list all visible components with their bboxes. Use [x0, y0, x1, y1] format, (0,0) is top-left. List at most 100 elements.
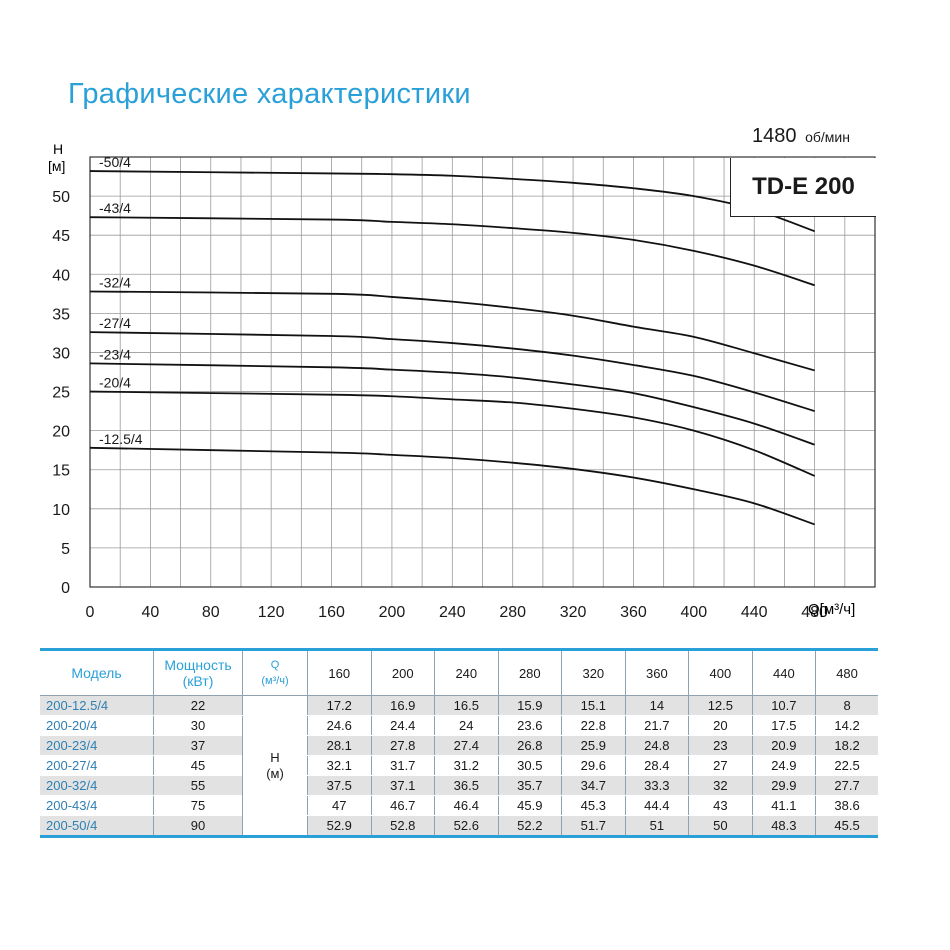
head-cell: 14	[624, 695, 689, 716]
head-cell: 52.2	[497, 815, 562, 837]
head-cell: 24.6	[307, 715, 372, 736]
curve-27-4	[89, 331, 815, 412]
head-cell: 51	[624, 815, 689, 837]
head-cell: 33.3	[624, 775, 689, 796]
head-cell: 17.5	[751, 715, 816, 736]
curve-20-4	[89, 390, 815, 477]
head-cell: 14.2	[815, 715, 878, 736]
x-tick-label: 440	[741, 604, 768, 621]
header-q: Q (м³/ч)	[242, 649, 308, 696]
curve-label: -12.5/4	[99, 431, 143, 447]
head-cell: 27.7	[815, 775, 878, 796]
head-cell: 24.4	[370, 715, 435, 736]
chart-labels: 0 5 10 15 20 25 30 35 40 45 50 0 40 80 120 160 200 240 280…	[52, 154, 828, 621]
y-tick-label: 5	[61, 541, 70, 558]
model-cell: 200-32/4	[40, 775, 154, 796]
curve-label: -50/4	[99, 154, 131, 170]
x-tick-label: 0	[86, 604, 95, 621]
head-cell: 32.1	[307, 755, 372, 776]
head-cell: 12.5	[688, 695, 753, 716]
power-cell: 30	[153, 715, 243, 736]
head-cell: 29.6	[561, 755, 626, 776]
model-cell: 200-12.5/4	[40, 695, 154, 716]
power-cell: 75	[153, 795, 243, 816]
head-cell: 29.9	[751, 775, 816, 796]
model-name-box: TD-E 200	[730, 158, 876, 217]
y-axis-unit: [м]	[48, 158, 65, 174]
header-power-line2: (кВт)	[182, 673, 214, 689]
pump-performance-chart: 0 5 10 15 20 25 30 35 40 45 50 0 40 80 120 160 200 240 280…	[48, 141, 876, 621]
table-row: 200-43/4 75 47 46.7 46.4 45.9 45.3 44.4 43 41.1 38…	[40, 795, 878, 816]
head-cell: 52.8	[370, 815, 435, 837]
model-name: TD-E 200	[752, 173, 855, 200]
head-cell: 28.1	[307, 735, 372, 756]
x-tick-label: 320	[560, 604, 587, 621]
header-flow: 360	[624, 649, 689, 696]
header-flow: 160	[307, 649, 372, 696]
table-row: 200-32/4 55 37.5 37.1 36.5 35.7 34.7 33.3 32 29.9…	[40, 775, 878, 796]
head-cell: 27.8	[370, 735, 435, 756]
model-cell: 200-23/4	[40, 735, 154, 756]
x-tick-label: 480	[801, 604, 828, 621]
curve-32-4	[89, 290, 815, 372]
power-cell: 22	[153, 695, 243, 716]
head-cell: 15.9	[497, 695, 562, 716]
header-power: Мощность (кВт)	[153, 649, 243, 696]
rotation-speed-value: 1480	[752, 125, 797, 147]
x-axis-label: Q[м³/ч]	[808, 601, 855, 618]
y-axis-label: Н	[53, 141, 63, 157]
head-cell: 15.1	[561, 695, 626, 716]
header-flow: 480	[815, 649, 878, 696]
head-cell: 24.9	[751, 755, 816, 776]
head-cell: 34.7	[561, 775, 626, 796]
head-cell: 28.4	[624, 755, 689, 776]
head-cell: 52.6	[434, 815, 499, 837]
performance-table: Модель Мощность (кВт) Q (м³/ч) 160 200 240 28…	[40, 648, 878, 838]
head-cell: 22.5	[815, 755, 878, 776]
header-flow: 280	[497, 649, 562, 696]
curve-label: -32/4	[99, 274, 131, 290]
head-cell: 50	[688, 815, 753, 837]
curve-50-4	[89, 170, 815, 233]
rotation-speed: 1480 об/мин	[752, 125, 850, 148]
head-cell: 32	[688, 775, 753, 796]
h-label: H	[270, 749, 280, 765]
head-cell: 46.4	[434, 795, 499, 816]
y-tick-label: 25	[52, 385, 70, 402]
head-cell: 44.4	[624, 795, 689, 816]
x-tick-label: 80	[202, 604, 220, 621]
y-tick-label: 0	[61, 580, 70, 597]
chart-curves	[89, 170, 815, 526]
head-cell: 47	[307, 795, 372, 816]
head-cell: 46.7	[370, 795, 435, 816]
head-cell: 38.6	[815, 795, 878, 816]
curve-label: -20/4	[99, 375, 131, 391]
power-cell: 45	[153, 755, 243, 776]
header-flow: 400	[688, 649, 753, 696]
head-cell: 41.1	[751, 795, 816, 816]
rotation-speed-unit: об/мин	[805, 129, 850, 145]
head-cell: 43	[688, 795, 753, 816]
head-cell: 20.9	[751, 735, 816, 756]
y-tick-label: 35	[52, 306, 70, 323]
plot-area-border	[89, 156, 876, 588]
table-row: 200-50/4 90 52.9 52.8 52.6 52.2 51.7 51 50 48.3 45…	[40, 815, 878, 837]
model-cell: 200-43/4	[40, 795, 154, 816]
model-cell: 200-20/4	[40, 715, 154, 736]
x-tick-label: 40	[141, 604, 159, 621]
head-cell: 16.9	[370, 695, 435, 716]
head-cell: 37.5	[307, 775, 372, 796]
head-cell: 24	[434, 715, 499, 736]
curve-label: -43/4	[99, 200, 131, 216]
head-cell: 37.1	[370, 775, 435, 796]
header-flow: 200	[370, 649, 435, 696]
head-cell: 45.3	[561, 795, 626, 816]
head-cell: 31.7	[370, 755, 435, 776]
x-tick-label: 280	[499, 604, 526, 621]
header-power-line1: Мощность	[164, 657, 232, 673]
header-q-line1: Q	[270, 659, 280, 671]
chart-frame	[89, 156, 876, 588]
y-tick-label: 10	[52, 502, 70, 519]
header-flow: 440	[751, 649, 816, 696]
head-cell: 52.9	[307, 815, 372, 837]
